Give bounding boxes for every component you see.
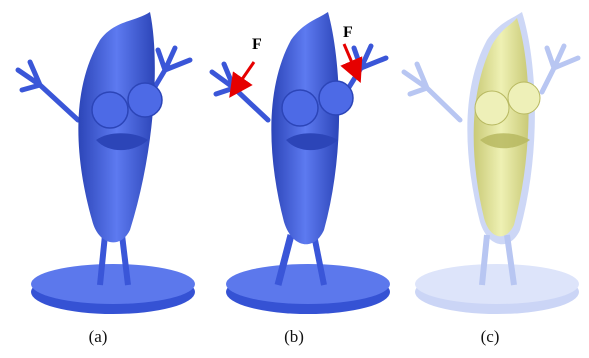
panel-b: F F (b)	[196, 0, 392, 346]
banana-model-overlay	[401, 12, 581, 314]
force-arrow-right	[340, 43, 363, 84]
force-arrow-left	[229, 61, 256, 98]
caption-a: (a)	[88, 327, 108, 346]
caption-b: (b)	[284, 327, 304, 346]
force-label-left: F	[252, 36, 262, 53]
banana-model-deformed	[209, 12, 390, 314]
panel-a: (a)	[0, 0, 196, 346]
force-label-right: F	[343, 24, 353, 41]
banana-model-original	[15, 12, 195, 314]
panel-c: (c)	[392, 0, 588, 346]
caption-c: (c)	[480, 327, 500, 346]
